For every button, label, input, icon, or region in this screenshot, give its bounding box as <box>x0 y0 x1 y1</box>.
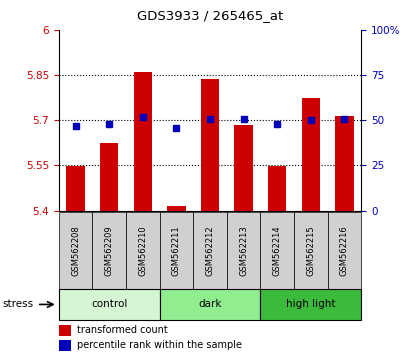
Bar <box>160 212 193 289</box>
Bar <box>59 325 71 336</box>
Text: GDS3933 / 265465_at: GDS3933 / 265465_at <box>137 10 283 22</box>
Text: GSM562209: GSM562209 <box>105 225 114 276</box>
Bar <box>302 98 320 211</box>
Bar <box>260 289 361 320</box>
Bar <box>100 143 118 211</box>
Bar <box>260 212 294 289</box>
Bar <box>134 72 152 211</box>
Bar <box>59 212 92 289</box>
Text: control: control <box>91 299 127 309</box>
Bar <box>201 79 219 211</box>
Text: GSM562208: GSM562208 <box>71 225 80 276</box>
Bar <box>328 212 361 289</box>
Bar <box>335 116 354 211</box>
Text: high light: high light <box>286 299 336 309</box>
Text: GSM562216: GSM562216 <box>340 225 349 276</box>
Text: GSM562215: GSM562215 <box>306 225 315 276</box>
Bar <box>92 212 126 289</box>
Text: GSM562212: GSM562212 <box>205 225 215 276</box>
Bar <box>193 212 227 289</box>
Bar <box>268 166 286 211</box>
Bar <box>234 125 253 211</box>
Bar <box>59 289 160 320</box>
Bar <box>59 340 71 351</box>
Text: GSM562213: GSM562213 <box>239 225 248 276</box>
Text: dark: dark <box>198 299 222 309</box>
Text: GSM562214: GSM562214 <box>273 225 282 276</box>
Bar <box>167 206 186 211</box>
Text: transformed count: transformed count <box>77 325 168 335</box>
Bar <box>160 289 260 320</box>
Bar <box>126 212 160 289</box>
Text: GSM562210: GSM562210 <box>138 225 147 276</box>
Bar <box>66 166 85 211</box>
Bar <box>227 212 260 289</box>
Bar <box>294 212 328 289</box>
Text: percentile rank within the sample: percentile rank within the sample <box>77 340 242 350</box>
Text: GSM562211: GSM562211 <box>172 225 181 276</box>
Text: stress: stress <box>2 299 33 309</box>
